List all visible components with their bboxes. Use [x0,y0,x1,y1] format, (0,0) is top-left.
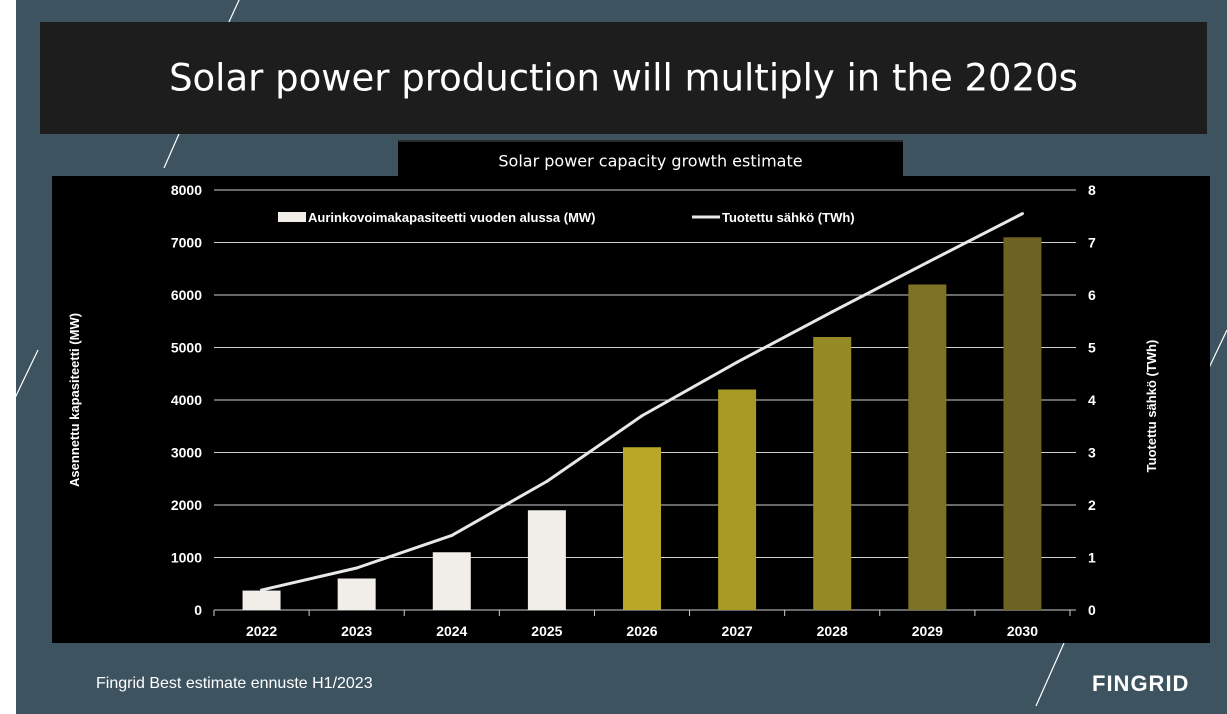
y-tick-label: 1000 [171,550,202,566]
chart-subtitle: Solar power capacity growth estimate [498,151,803,171]
bar [623,447,661,610]
footer-note: Fingrid Best estimate ennuste H1/2023 [96,675,373,692]
line-point [545,479,549,483]
y-tick-label: 4000 [171,392,202,408]
line-point [450,533,454,537]
x-tick-label: 2026 [626,623,657,639]
bar [432,552,471,610]
line-point [640,414,644,418]
line-point [260,588,264,592]
y-axis-title: Asennettu kapasiteetti (MW) [67,313,82,487]
line-point [1020,212,1024,216]
x-tick-label: 2027 [722,623,753,639]
y-tick-label: 6000 [171,287,202,303]
x-tick-label: 2024 [436,623,467,639]
chart-panel: 0 1000 2000 3000 4000 5000 6000 7000 8000 0 1 2 3 4 5 6… [52,176,1210,643]
y-tick-label: 8000 [171,182,202,198]
x-tick-label: 2022 [246,623,277,639]
y-tick-label: 7000 [171,235,202,251]
bar [527,510,566,610]
combo-chart: 0 1000 2000 3000 4000 5000 6000 7000 8000 0 1 2 3 4 5 6… [67,182,1159,639]
fingrid-logo: FINGRID [1092,671,1190,696]
legend-swatch-bars [278,212,306,222]
line-point [830,310,834,314]
line-point [925,260,929,264]
y2-tick-label: 4 [1088,392,1096,408]
x-tick-label: 2025 [531,623,562,639]
line-point [355,566,359,570]
legend-label-bars: Aurinkovoimakapasiteetti vuoden alussa (… [308,210,596,225]
subtitle-tab: Solar power capacity growth estimate [398,140,903,180]
bar [908,284,947,610]
y-tick-label: 0 [194,602,202,618]
x-tick-label: 2023 [341,623,372,639]
y2-tick-label: 2 [1088,497,1096,513]
y-tick-label: 2000 [171,497,202,513]
title-bar: Solar power production will multiply in … [40,22,1207,134]
y-tick-label: 5000 [171,340,202,356]
bar [337,578,376,610]
line-point [735,360,739,364]
y2-tick-label: 5 [1088,340,1096,356]
y2-tick-label: 0 [1088,602,1096,618]
page-title: Solar power production will multiply in … [169,56,1078,100]
x-tick-label: 2028 [817,623,848,639]
y2-tick-label: 8 [1088,182,1096,198]
bar [1003,237,1042,610]
y-tick-label: 3000 [171,445,202,461]
decorative-lines [16,0,1227,707]
bar [242,590,281,610]
y2-tick-label: 3 [1088,445,1096,461]
bar [813,337,852,610]
y2-axis-title: Tuotettu sähkö (TWh) [1144,340,1159,473]
y2-tick-label: 1 [1088,550,1096,566]
y2-tick-label: 6 [1088,287,1096,303]
bar [718,389,757,610]
y2-tick-label: 7 [1088,235,1096,251]
x-tick-label: 2029 [912,623,943,639]
x-tick-label: 2030 [1007,623,1038,639]
legend-label-line: Tuotettu sähkö (TWh) [722,210,855,225]
